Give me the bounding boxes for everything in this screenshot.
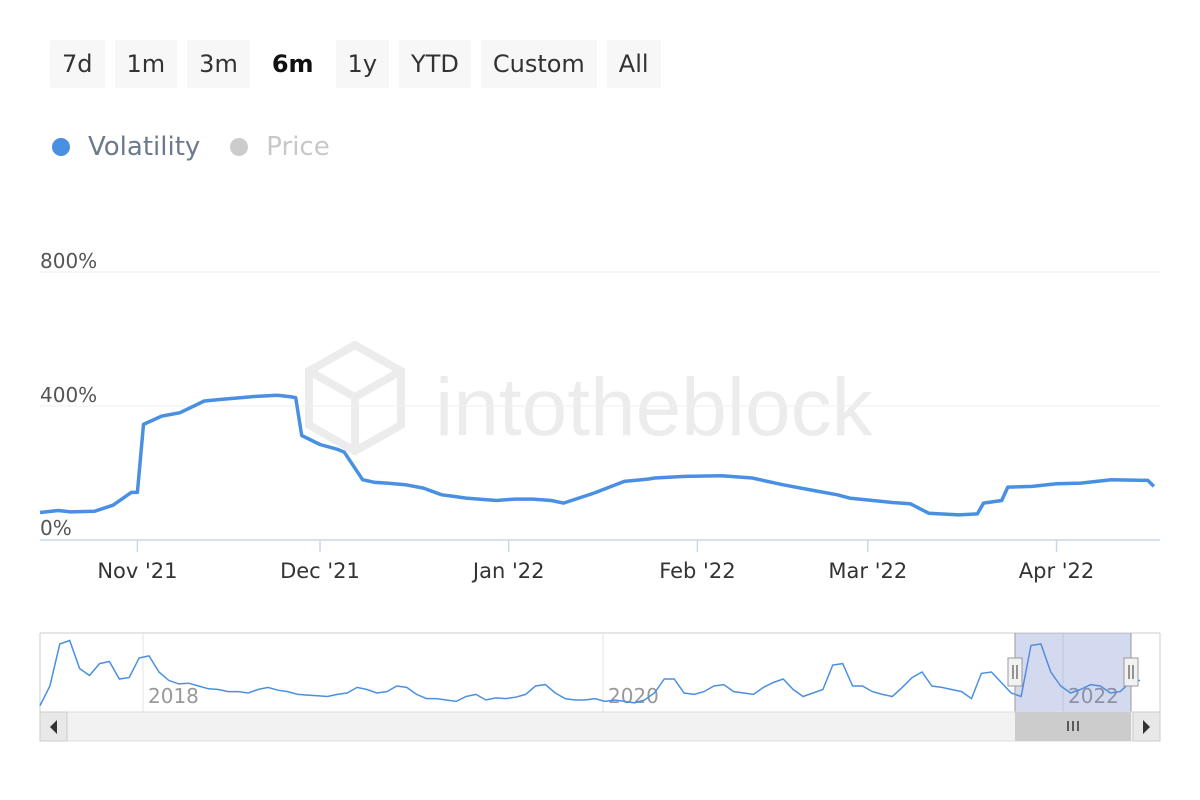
legend-label: Price — [266, 132, 330, 162]
watermark: intotheblock — [305, 340, 874, 456]
navigator-series-line — [39, 639, 1141, 706]
range-selector: 7d 1m 3m 6m 1y YTD Custom All — [50, 40, 661, 88]
y-tick-label: 0% — [40, 516, 72, 540]
legend-dot-icon — [230, 138, 249, 156]
legend-item-volatility[interactable]: Volatility — [52, 132, 200, 162]
legend-item-price[interactable]: Price — [230, 132, 330, 162]
x-tick-label: Mar '22 — [828, 559, 907, 583]
scrollbar-grip-icon — [1067, 721, 1079, 731]
y-tick-label: 800% — [40, 249, 97, 273]
navigator-selected-range[interactable] — [1015, 633, 1131, 712]
range-button-custom[interactable]: Custom — [480, 40, 597, 88]
range-button-ytd[interactable]: YTD — [399, 40, 471, 88]
navigator-label: 2018 — [148, 684, 199, 708]
series-layer — [39, 393, 1156, 517]
arrow-left-icon — [50, 720, 57, 734]
x-axis: Nov '21 Dec '21 Jan '22 Feb '22 Mar '22 Apr '… — [40, 539, 1160, 583]
navigator-right-handle[interactable] — [1123, 657, 1139, 687]
y-grid — [40, 271, 1160, 407]
legend-label: Volatility — [88, 132, 201, 162]
x-tick-label: Feb '22 — [659, 559, 735, 583]
legend-dot-icon — [52, 138, 70, 156]
range-button-6m[interactable]: 6m — [259, 40, 326, 88]
navigator-label: 2022 — [1068, 684, 1119, 708]
x-tick-label: Dec '21 — [280, 559, 360, 583]
chart-legend: Volatility Price — [52, 132, 330, 162]
scroll-right-button[interactable] — [1132, 711, 1161, 742]
range-button-3m[interactable]: 3m — [187, 40, 250, 88]
range-button-1m[interactable]: 1m — [114, 40, 178, 88]
range-button-7d[interactable]: 7d — [50, 40, 105, 88]
y-tick-label: 400% — [40, 383, 97, 407]
range-button-1y[interactable]: 1y — [335, 40, 390, 88]
range-button-all[interactable]: All — [606, 40, 661, 88]
x-tick-label: Jan '22 — [471, 559, 545, 583]
scroll-left-button[interactable] — [39, 711, 68, 742]
arrow-right-icon — [1143, 720, 1150, 734]
scrollbar[interactable] — [39, 711, 1161, 742]
y-axis-ticks: 0% 400% 800% — [40, 249, 97, 540]
watermark-logo-icon — [305, 340, 405, 456]
x-tick-label: Apr '22 — [1019, 559, 1095, 583]
watermark-text: intotheblock — [435, 362, 874, 453]
navigator-left-handle[interactable] — [1007, 657, 1023, 687]
x-tick-label: Nov '21 — [97, 559, 177, 583]
navigator[interactable]: 2018 2020 2022 — [39, 632, 1161, 712]
series-line-volatility[interactable] — [39, 393, 1156, 517]
